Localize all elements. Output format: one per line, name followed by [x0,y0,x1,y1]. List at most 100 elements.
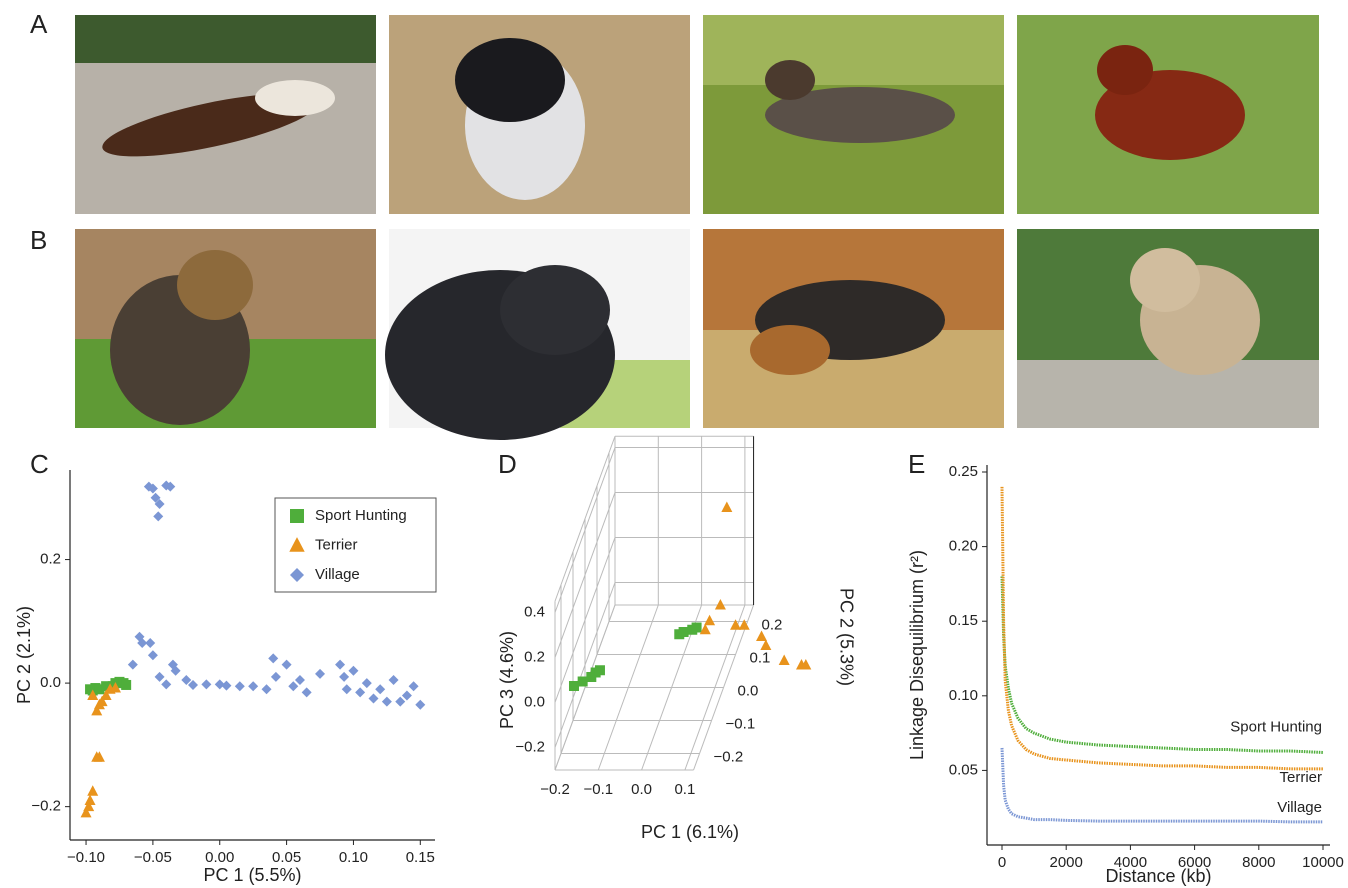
z-tick-label: 0.0 [524,693,545,710]
point [375,684,386,695]
point [415,699,426,710]
y-tick-label: 0.2 [762,616,783,633]
series-label: Sport Hunting [1230,718,1322,735]
y-tick-label: 0.0 [40,674,61,691]
point [214,679,225,690]
x-tick-label: 0.1 [674,781,695,798]
x-tick-label: 4000 [1114,854,1147,871]
point [248,681,259,692]
photo [385,229,690,440]
photo [1017,229,1319,428]
point [170,665,181,676]
point [355,687,366,698]
point [154,498,165,509]
point [361,678,372,689]
point [150,492,161,503]
y-axis-title: PC 2 (5.3%) [836,588,856,686]
point [408,681,419,692]
point [147,650,158,661]
legend-label: Terrier [315,536,358,553]
legend-marker [290,568,304,582]
legend-marker [290,509,304,523]
x-tick-label: 0.00 [205,849,234,866]
point [91,704,103,716]
grid-line [554,582,616,748]
point [109,682,121,693]
point [270,671,281,682]
series-line [1000,576,1324,754]
y-tick-label: −0.1 [726,715,756,732]
point [234,681,245,692]
photo [703,15,1004,214]
point [87,689,99,700]
legend-marker [289,537,305,552]
x-axis-title: Distance (kb) [1105,866,1211,886]
grid-line [554,537,616,703]
panel-label: B [30,225,47,255]
point [368,693,379,704]
point [778,654,790,665]
photo [75,15,376,214]
photos [75,15,1319,440]
x-tick-label: 2000 [1050,854,1083,871]
x-tick-label: 0 [998,854,1006,871]
point [127,659,138,670]
point [288,681,299,692]
point [268,653,279,664]
y-tick-label: 0.10 [949,687,978,704]
point [294,675,305,686]
point [96,695,108,707]
point [137,637,148,648]
x-tick-label: 6000 [1178,854,1211,871]
point [568,681,579,691]
point [147,483,158,494]
point [161,679,172,690]
point [341,684,352,695]
point [87,785,99,796]
point [101,681,112,692]
x-tick-label: 8000 [1242,854,1275,871]
x-tick-label: 0.10 [339,849,368,866]
y-tick-label: 0.1 [750,649,771,666]
series-line [1000,486,1323,771]
x-axis-title: PC 1 (6.1%) [641,822,739,842]
point [181,675,192,686]
point [80,806,92,818]
point [165,481,176,492]
point [261,684,272,695]
point [388,675,399,686]
series-label: Village [1277,799,1322,816]
point [381,696,392,707]
z-tick-label: 0.2 [524,648,545,665]
point [395,696,406,707]
photo [75,229,376,428]
point [760,639,772,650]
point [221,680,232,691]
legend-label: Sport Hunting [315,507,407,524]
point [335,659,346,670]
panel-label: A [30,9,48,39]
y-tick-label: 0.20 [949,538,978,555]
x-tick-label: −0.10 [67,849,105,866]
series-line [1000,747,1323,824]
x-tick-label: 10000 [1302,854,1344,871]
point [145,637,156,648]
point [800,659,812,670]
grid-line [554,492,616,658]
x-tick-label: 0.05 [272,849,301,866]
x-tick-label: −0.2 [540,781,570,798]
point [721,501,733,512]
point [201,679,212,690]
series-label: Terrier [1279,769,1322,786]
point [281,659,292,670]
x-tick-label: 0.0 [631,781,652,798]
point [153,511,164,522]
point [188,679,199,690]
point [738,619,750,630]
point [678,627,689,637]
point [121,679,132,690]
grid-line [554,447,616,613]
x-tick-label: −0.1 [583,781,613,798]
